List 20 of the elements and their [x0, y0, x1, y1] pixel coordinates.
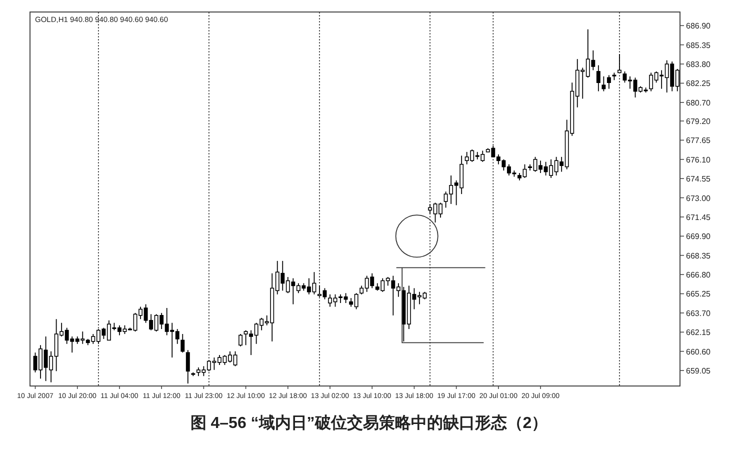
y-tick-label: 660.60	[686, 347, 712, 356]
y-tick-label: 686.90	[686, 22, 712, 31]
y-tick-label: 663.70	[686, 308, 712, 318]
y-tick-label: 659.05	[686, 366, 712, 376]
y-tick-label: 676.10	[686, 155, 712, 164]
y-tick-label: 668.35	[686, 251, 712, 260]
y-tick-label: 666.80	[686, 270, 712, 280]
y-tick-label: 671.45	[686, 212, 712, 222]
caption: 图 4–56 “域内日”破位交易策略中的缺口形态（2）	[190, 413, 548, 432]
y-tick-label: 673.00	[686, 194, 712, 203]
y-tick-label: 685.35	[686, 40, 712, 50]
y-tick-label: 677.65	[686, 136, 712, 146]
y-tick-label: 662.15	[686, 328, 712, 338]
y-tick-label: 680.70	[686, 98, 712, 108]
y-tick-label: 669.90	[686, 232, 712, 242]
y-tick-label: 665.25	[686, 290, 712, 299]
y-tick-label: 682.25	[686, 79, 712, 88]
y-tick-label: 679.20	[686, 116, 712, 126]
y-tick-label: 683.80	[686, 60, 712, 70]
y-tick-label: 674.55	[686, 174, 712, 184]
